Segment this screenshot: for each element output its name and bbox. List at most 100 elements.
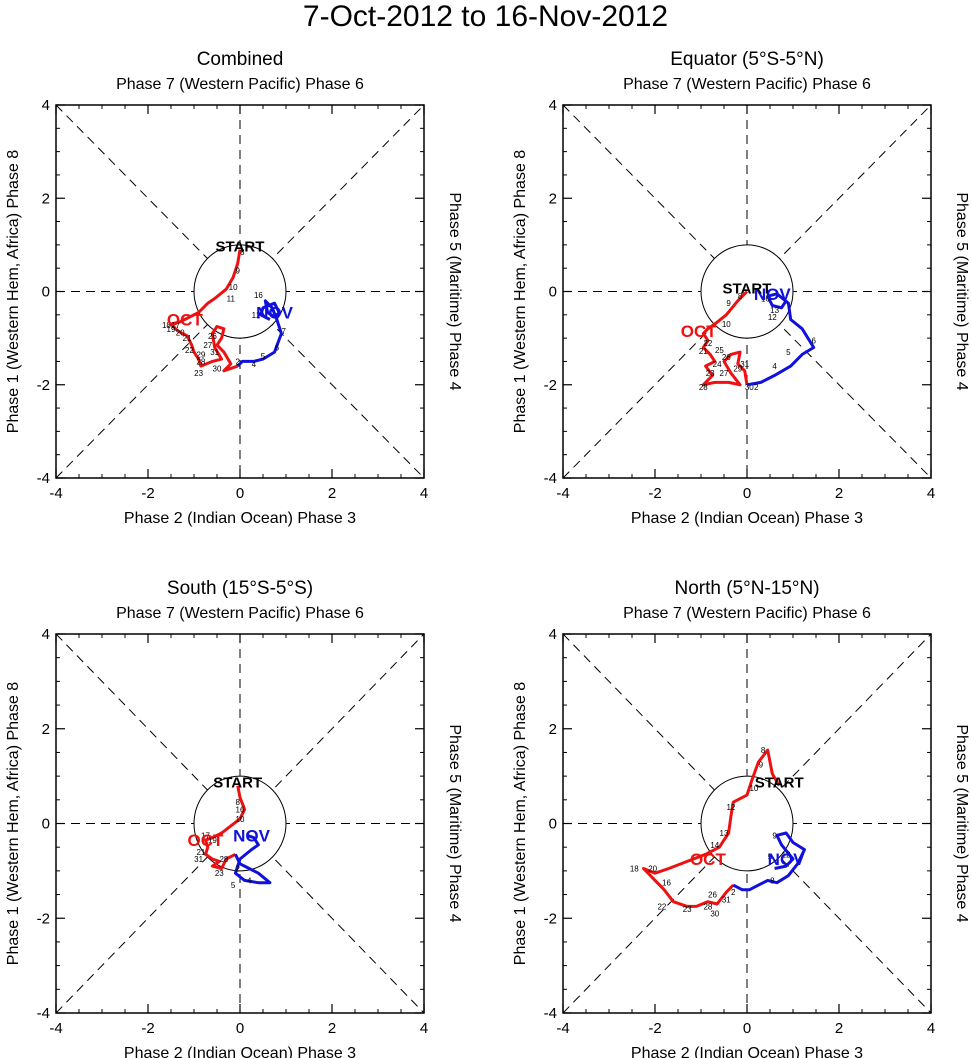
day-label: 28 [196,357,205,366]
y-tick-label: 2 [42,190,50,207]
day-label: 23 [215,869,224,878]
day-label: 13 [770,306,779,315]
day-label: 17 [201,831,210,840]
month-label-oct: OCT [188,831,225,850]
day-label: 10 [749,784,758,793]
day-label: 4 [252,360,257,369]
x-tick-label: -2 [648,1020,661,1037]
day-label: 13 [720,829,729,838]
x-tick-label: -2 [141,485,154,502]
day-label: 17 [171,321,180,330]
day-label: 28 [219,855,228,864]
day-label: 2 [235,865,240,874]
day-label: 5 [261,352,266,361]
left-axis-label: Phase 1 (Western Hem, Africa) Phase 8 [5,682,22,965]
diagonal-line [562,633,932,1014]
chart-panel: North (5°N-15°N) Phase 7 (Western Pacific… [512,578,970,1058]
day-label: 5 [231,881,236,890]
day-label: 10 [722,320,731,329]
day-label: 10 [236,815,245,824]
day-label: 12 [252,311,261,320]
unit-circle [700,775,794,872]
y-tick-label: -4 [37,1005,50,1022]
day-label: 23 [683,905,692,914]
day-label: 30 [710,910,719,919]
start-label: START [755,775,804,792]
top-axis-label: Phase 7 (Western Pacific) Phase 6 [116,76,364,93]
day-label: 21 [196,848,205,857]
day-label: 28 [699,383,708,392]
y-tick-label: 0 [42,284,50,301]
x-tick-label: -4 [556,1020,569,1037]
top-axis-label: Phase 7 (Western Pacific) Phase 6 [623,76,871,93]
y-tick-label: -2 [544,910,557,927]
bottom-axis-label: Phase 2 (Indian Ocean) Phase 3 [631,510,863,527]
day-label: 20 [176,329,185,338]
y-tick-label: -2 [37,910,50,927]
day-label: 6 [811,336,816,345]
day-label: 31 [194,855,203,864]
day-label: 9 [235,267,240,276]
day-label: 16 [662,879,671,888]
month-label-nov: NOV [754,285,792,304]
day-label: 20 [648,865,657,874]
day-label: 18 [630,865,639,874]
series-line-nov [746,292,816,387]
day-label: 29 [196,350,205,359]
month-label-nov: NOV [233,826,271,845]
day-label: 21 [699,347,708,356]
day-label: 24 [713,360,722,369]
day-label: 30 [213,364,222,373]
x-tick-label: 4 [420,1020,428,1037]
start-label: START [723,281,772,298]
day-label: 11 [227,294,236,303]
panel-title: North (5°N-15°N) [674,578,819,599]
day-label: 8 [770,876,775,885]
day-label: 16 [236,805,245,814]
day-label: 5 [786,348,791,357]
x-tick-label: 0 [236,485,244,502]
day-label: 26 [722,353,731,362]
panel-title: South (15°S-5°S) [167,578,313,599]
series-line-nov [732,831,806,892]
y-tick-label: 2 [42,721,50,738]
x-tick-label: 0 [236,1020,244,1037]
day-label: 27 [203,341,212,350]
y-tick-label: -4 [544,470,557,487]
right-axis-label: Phase 5 (Maritime) Phase 4 [446,724,463,922]
month-label-nov: NOV [768,850,806,869]
y-tick-label: 0 [549,284,557,301]
day-label: 23 [706,369,715,378]
x-tick-label: -4 [556,485,569,502]
y-tick-label: -2 [37,377,50,394]
day-label: 9 [772,831,777,840]
day-label: 6 [275,343,280,352]
unit-circle [193,775,287,872]
left-axis-label: Phase 1 (Western Hem, Africa) Phase 8 [512,150,529,433]
y-tick-label: 2 [549,190,557,207]
bottom-axis-label: Phase 2 (Indian Ocean) Phase 3 [124,510,356,527]
right-axis-label: Phase 5 (Maritime) Phase 4 [953,724,970,922]
x-tick-label: 2 [835,1020,843,1037]
right-axis-label: Phase 5 (Maritime) Phase 4 [446,192,463,390]
day-label: 10 [229,283,238,292]
month-label-oct: OCT [681,322,718,341]
day-label: 19 [208,836,217,845]
day-label: 8 [761,746,766,755]
y-tick-label: 4 [549,97,557,114]
day-label: 27 [720,369,729,378]
bottom-axis-label: Phase 2 (Indian Ocean) Phase 3 [124,1045,356,1058]
y-tick-label: 4 [42,626,50,643]
x-tick-label: -2 [648,485,661,502]
x-tick-label: 0 [743,1020,751,1037]
day-label: 12 [782,850,791,859]
day-label: 2 [235,357,240,366]
x-tick-label: -4 [49,1020,62,1037]
left-axis-label: Phase 1 (Western Hem, Africa) Phase 8 [5,150,22,433]
day-label: 9 [759,760,764,769]
day-label: 16 [761,294,770,303]
series-line-nov [233,833,272,885]
y-tick-label: -4 [37,470,50,487]
month-label-oct: OCT [167,310,204,329]
x-tick-label: -4 [49,485,62,502]
